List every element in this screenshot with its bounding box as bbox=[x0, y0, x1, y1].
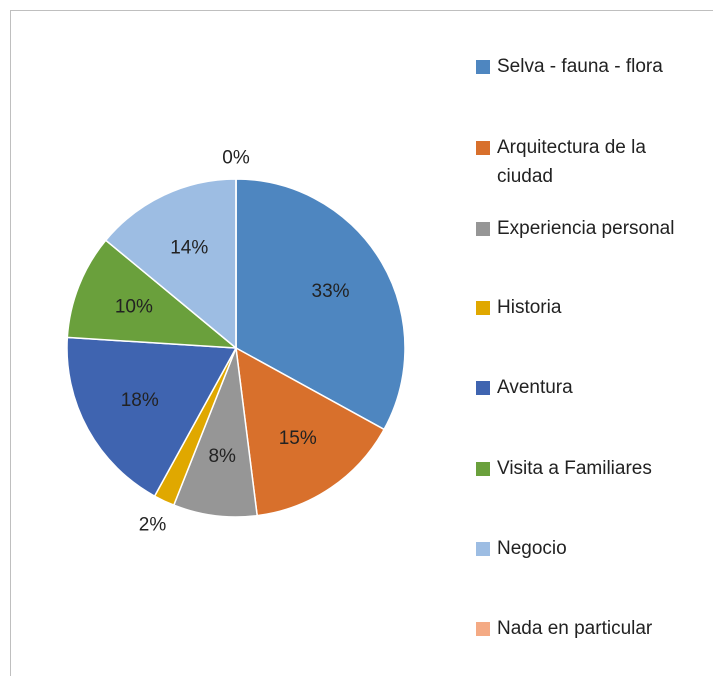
legend-item: Negocio bbox=[476, 534, 706, 563]
legend-swatch bbox=[476, 381, 490, 395]
pie-slice bbox=[104, 178, 237, 350]
pie-slice bbox=[66, 239, 239, 349]
legend-label: Selva - fauna - flora bbox=[497, 56, 663, 77]
data-label: 8% bbox=[208, 446, 236, 467]
pie-slice bbox=[66, 336, 238, 498]
legend-item: Visita a Familiares bbox=[476, 454, 706, 483]
legend-label: Aventura bbox=[497, 377, 573, 398]
legend-swatch bbox=[476, 301, 490, 315]
legend-label: Historia bbox=[497, 297, 562, 318]
data-label: 10% bbox=[115, 297, 153, 318]
data-label: 0% bbox=[222, 148, 250, 169]
frame bbox=[10, 10, 713, 676]
legend-swatch bbox=[476, 542, 490, 556]
data-label: 33% bbox=[312, 281, 350, 302]
legend-item: Historia bbox=[476, 293, 706, 322]
legend-label: Experiencia personal bbox=[497, 218, 675, 239]
data-label: 2% bbox=[139, 514, 167, 535]
pie-slice bbox=[235, 178, 406, 431]
legend-label: Nada en particular bbox=[497, 618, 653, 639]
legend-label: Visita a Familiares bbox=[497, 458, 652, 479]
pie-slice bbox=[235, 346, 386, 517]
legend-swatch bbox=[476, 222, 490, 236]
data-label: 18% bbox=[121, 390, 159, 411]
legend-swatch bbox=[476, 60, 490, 74]
legend-swatch bbox=[476, 462, 490, 476]
data-label: 14% bbox=[170, 238, 208, 259]
legend-item: Nada en particular bbox=[476, 614, 706, 643]
legend-item: Aventura bbox=[476, 373, 706, 402]
legend-item: Selva - fauna - flora bbox=[476, 52, 706, 81]
data-label: 15% bbox=[279, 428, 317, 449]
legend-label: Arquitectura de la ciudad bbox=[497, 137, 646, 187]
legend-label: Negocio bbox=[497, 538, 567, 559]
legend-swatch bbox=[476, 622, 490, 636]
legend-item: Arquitectura de la ciudad bbox=[476, 133, 706, 191]
legend-swatch bbox=[476, 141, 490, 155]
legend-item: Experiencia personal bbox=[476, 214, 706, 243]
